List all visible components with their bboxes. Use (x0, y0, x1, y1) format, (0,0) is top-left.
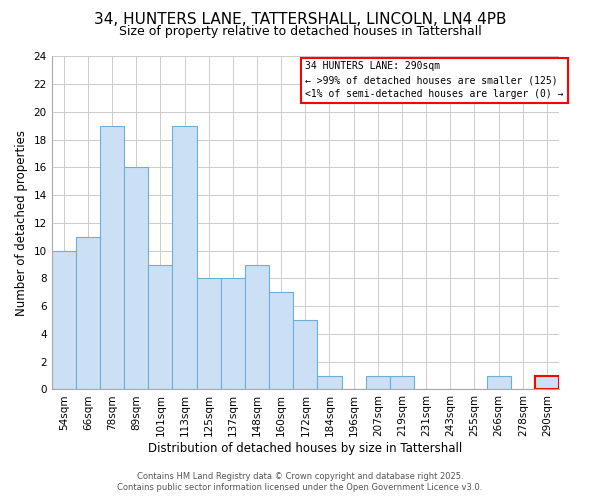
Bar (100, 126, 124, 390)
Bar (148, 264, 172, 390)
Bar (535, 376, 559, 390)
Bar (293, 320, 317, 390)
Bar (487, 376, 511, 390)
Text: 34, HUNTERS LANE, TATTERSHALL, LINCOLN, LN4 4PB: 34, HUNTERS LANE, TATTERSHALL, LINCOLN, … (94, 12, 506, 28)
Bar (317, 376, 341, 390)
Text: Size of property relative to detached houses in Tattershall: Size of property relative to detached ho… (119, 25, 481, 38)
Bar (269, 292, 293, 390)
Bar (197, 278, 221, 390)
Bar (124, 168, 148, 390)
Bar (172, 126, 197, 390)
X-axis label: Distribution of detached houses by size in Tattershall: Distribution of detached houses by size … (148, 442, 463, 455)
Bar (535, 376, 559, 390)
Bar (221, 278, 245, 390)
Bar (76, 237, 100, 390)
Bar (245, 264, 269, 390)
Bar (52, 250, 76, 390)
Text: 34 HUNTERS LANE: 290sqm
← >99% of detached houses are smaller (125)
<1% of semi-: 34 HUNTERS LANE: 290sqm ← >99% of detach… (305, 62, 564, 100)
Text: Contains HM Land Registry data © Crown copyright and database right 2025.
Contai: Contains HM Land Registry data © Crown c… (118, 472, 482, 492)
Bar (366, 376, 390, 390)
Y-axis label: Number of detached properties: Number of detached properties (15, 130, 28, 316)
Bar (390, 376, 414, 390)
